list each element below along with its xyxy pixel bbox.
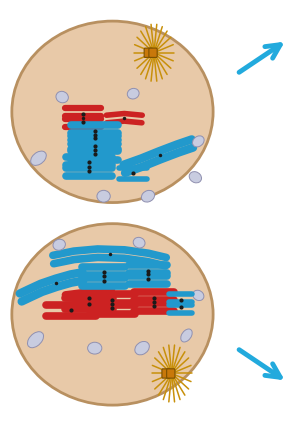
Ellipse shape [88,342,102,354]
Ellipse shape [97,190,110,202]
Ellipse shape [193,290,204,300]
Ellipse shape [56,91,68,103]
FancyBboxPatch shape [162,369,170,378]
Ellipse shape [28,332,44,348]
Ellipse shape [12,224,213,405]
FancyBboxPatch shape [144,48,152,57]
Ellipse shape [181,329,192,342]
Ellipse shape [53,239,65,250]
Ellipse shape [141,190,155,202]
Ellipse shape [135,341,149,355]
FancyBboxPatch shape [149,48,157,57]
Ellipse shape [133,237,145,248]
Ellipse shape [12,21,213,203]
Ellipse shape [189,172,202,183]
Ellipse shape [127,88,139,99]
Ellipse shape [192,136,204,147]
Ellipse shape [31,151,46,165]
FancyBboxPatch shape [167,369,175,378]
